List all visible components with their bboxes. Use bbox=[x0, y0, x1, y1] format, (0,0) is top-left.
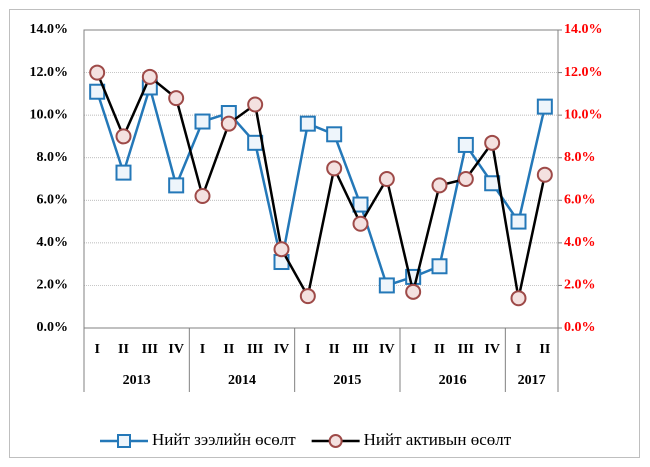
legend-label: Нийт активын өсөлт bbox=[364, 430, 512, 449]
marker bbox=[484, 134, 501, 151]
x-tick-label: III bbox=[247, 342, 263, 357]
y2-tick-label: 10.0% bbox=[564, 107, 603, 122]
y-tick-label: 8.0% bbox=[37, 150, 69, 165]
marker bbox=[510, 290, 527, 307]
y2-tick-label: 2.0% bbox=[564, 278, 596, 293]
y-tick-label: 10.0% bbox=[30, 107, 69, 122]
x-tick-label: II bbox=[434, 342, 445, 357]
legend-marker bbox=[328, 434, 343, 448]
marker bbox=[168, 177, 185, 194]
legend-label: Нийт зээлийн өсөлт bbox=[152, 430, 296, 449]
y2-tick-label: 4.0% bbox=[564, 235, 596, 250]
x-tick-label: I bbox=[200, 342, 205, 357]
marker bbox=[326, 126, 343, 143]
marker bbox=[431, 177, 448, 194]
marker bbox=[299, 115, 316, 132]
x-tick-label: IV bbox=[484, 342, 500, 357]
y2-tick-label: 8.0% bbox=[564, 150, 596, 165]
y2-tick-label: 14.0% bbox=[564, 22, 603, 37]
marker bbox=[352, 196, 369, 213]
x-tick-label: IV bbox=[274, 342, 290, 357]
x-tick-label: III bbox=[458, 342, 474, 357]
marker bbox=[115, 128, 132, 145]
x-tick-label: I bbox=[94, 342, 99, 357]
marker bbox=[194, 113, 211, 130]
x-group-label: 2013 bbox=[123, 373, 151, 388]
marker bbox=[141, 68, 158, 85]
marker bbox=[378, 277, 395, 294]
x-group-label: 2017 bbox=[518, 373, 546, 388]
y2-tick-label: 0.0% bbox=[564, 320, 596, 335]
marker bbox=[168, 90, 185, 107]
marker bbox=[220, 115, 237, 132]
marker bbox=[431, 258, 448, 275]
x-tick-label: II bbox=[539, 342, 550, 357]
legend-marker bbox=[117, 434, 131, 448]
marker bbox=[89, 64, 106, 81]
marker bbox=[194, 188, 211, 205]
marker bbox=[378, 171, 395, 187]
x-group-label: 2016 bbox=[439, 373, 467, 388]
marker bbox=[457, 171, 474, 187]
x-tick-label: II bbox=[329, 342, 340, 357]
x-tick-label: I bbox=[305, 342, 310, 357]
x-tick-label: II bbox=[223, 342, 234, 357]
x-tick-label: I bbox=[410, 342, 415, 357]
y-tick-label: 2.0% bbox=[37, 278, 69, 293]
x-tick-label: II bbox=[118, 342, 129, 357]
x-group-label: 2014 bbox=[228, 373, 256, 388]
x-group-label: 2015 bbox=[333, 373, 361, 388]
marker bbox=[536, 98, 553, 115]
marker bbox=[510, 213, 527, 230]
marker bbox=[326, 160, 343, 177]
marker bbox=[457, 136, 474, 153]
y-tick-label: 14.0% bbox=[30, 22, 69, 37]
x-tick-label: III bbox=[142, 342, 158, 357]
marker bbox=[352, 215, 369, 232]
x-tick-label: III bbox=[352, 342, 368, 357]
y-tick-label: 4.0% bbox=[37, 235, 69, 250]
x-tick-label: I bbox=[516, 342, 521, 357]
y-tick-label: 6.0% bbox=[37, 193, 69, 208]
chart-border bbox=[9, 9, 640, 458]
x-tick-label: IV bbox=[379, 342, 395, 357]
y2-tick-label: 6.0% bbox=[564, 193, 596, 208]
marker bbox=[536, 166, 553, 183]
marker bbox=[115, 164, 132, 181]
marker bbox=[247, 96, 264, 113]
y-tick-label: 12.0% bbox=[30, 65, 69, 80]
marker bbox=[405, 283, 422, 300]
marker bbox=[273, 241, 290, 258]
marker bbox=[299, 288, 316, 305]
plot-area bbox=[83, 29, 559, 329]
y2-tick-label: 12.0% bbox=[564, 65, 603, 80]
x-tick-label: IV bbox=[168, 342, 184, 357]
y-tick-label: 0.0% bbox=[37, 320, 69, 335]
